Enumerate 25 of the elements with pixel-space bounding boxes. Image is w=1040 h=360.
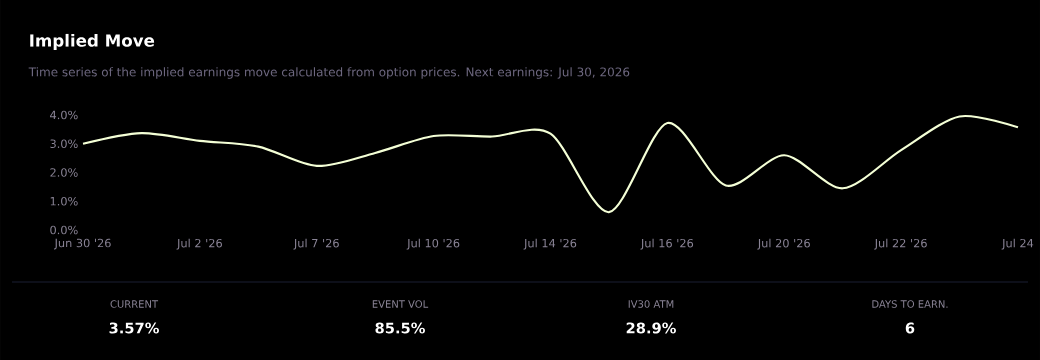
x-tick-label: Jul 22 '26 (874, 238, 927, 250)
x-tick-label: Jul 14 '26 (523, 238, 577, 250)
x-tick-label: Jun 30 '26 (53, 238, 111, 250)
text: CURRENT (110, 300, 159, 308)
x-tick-label: Jul 7 '26 (293, 238, 339, 250)
x-tick-label: Jul 24 (1001, 238, 1034, 250)
text: 3.57% (109, 322, 159, 334)
x-tick-label: Jul 10 '26 (406, 238, 460, 250)
text: 28.9% (626, 322, 676, 334)
text: DAYS TO EARN. (872, 300, 948, 308)
y-tick-label: 4.0% (50, 110, 78, 120)
y-tick-label: 0.0% (50, 225, 78, 235)
y-tick-label: 2.0% (50, 168, 78, 177)
y-tick-label: 3.0% (50, 139, 78, 149)
chart-title: Implied Move (30, 33, 155, 51)
chart-subtitle: Time series of the implied earnings move calculated from option prices. Next earnings: Jul 30, 2026 (28, 67, 630, 79)
text: 85.5% (375, 322, 425, 334)
x-tick-label: Jul 16 '26 (640, 238, 694, 250)
x-tick-label: Jul 2 '26 (176, 238, 222, 250)
x-tick-label: Jul 20 '26 (757, 238, 810, 250)
line-series (81, 115, 1020, 214)
y-tick-label: 1.0% (50, 196, 78, 206)
text: EVENT VOL (372, 300, 429, 308)
text: IV30 ATM (628, 300, 674, 308)
text: 6 (905, 322, 915, 334)
